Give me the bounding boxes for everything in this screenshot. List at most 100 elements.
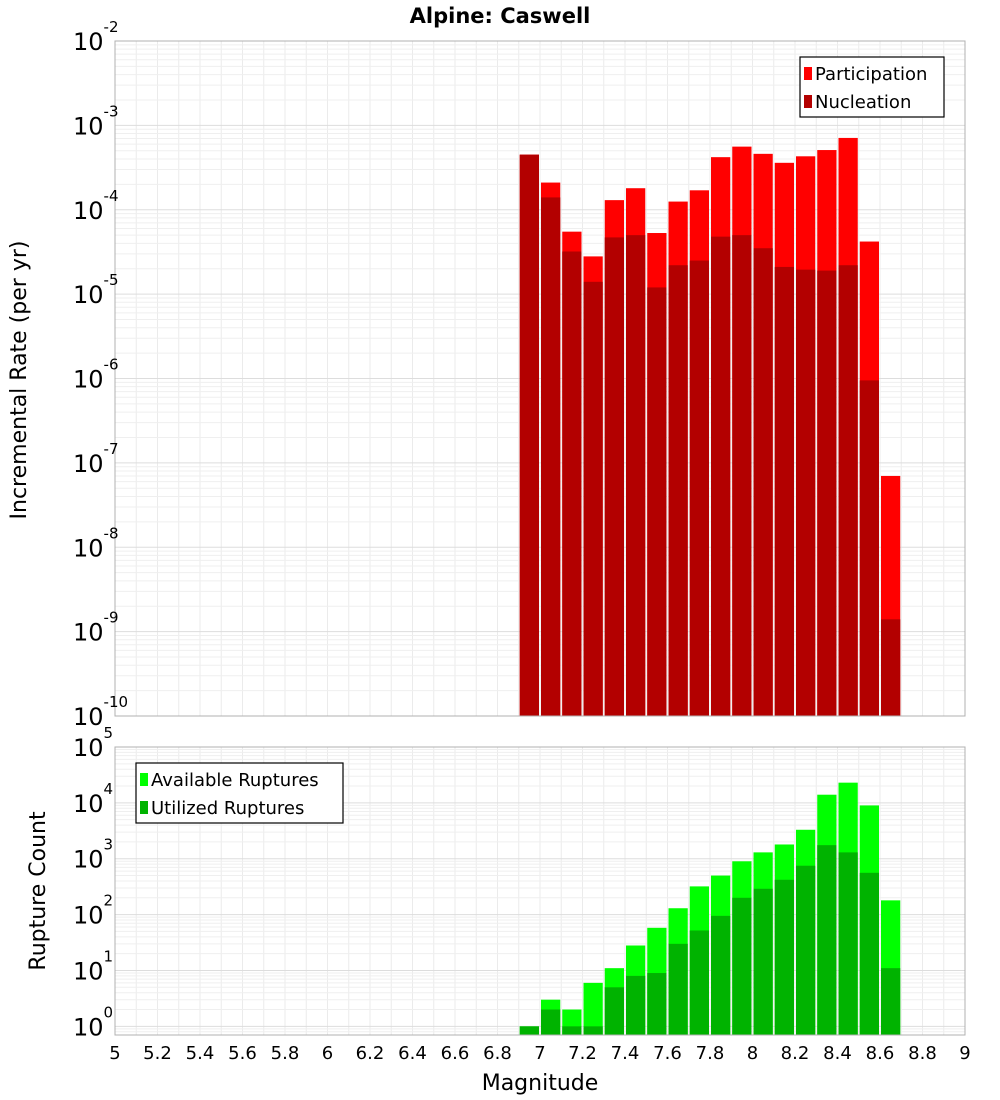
count-bar-secondary (583, 1026, 603, 1035)
rate-bar-secondary (753, 248, 773, 717)
count-x-tick-label: 7 (534, 1043, 545, 1064)
rate-bar-secondary (817, 270, 837, 716)
count-legend-swatch (140, 801, 148, 814)
count-x-tick-label: 5.2 (143, 1043, 172, 1064)
rate-bar-secondary (838, 265, 858, 716)
rate-bar-secondary (647, 287, 667, 716)
count-x-tick-label: 8.2 (781, 1043, 810, 1064)
count-y-tick-label: 101 (73, 947, 113, 985)
count-bar-secondary (732, 897, 752, 1035)
count-x-tick-label: 8.8 (908, 1043, 937, 1064)
count-x-tick-label: 7.2 (568, 1043, 597, 1064)
rate-bar-secondary (668, 265, 688, 716)
count-bar-secondary (626, 975, 646, 1035)
rate-bar-secondary (859, 380, 879, 716)
rate-legend-box (799, 56, 945, 118)
rate-bar-secondary (519, 154, 539, 716)
count-bar-secondary (817, 845, 837, 1035)
count-x-tick-label: 9 (959, 1043, 970, 1064)
count-legend-swatch (140, 773, 148, 786)
count-x-tick-label: 6.8 (483, 1043, 512, 1064)
count-bar-secondary (541, 1009, 561, 1035)
rate-bar-secondary (562, 251, 582, 716)
count-plot-frame (114, 746, 966, 1036)
count-bar-secondary (859, 872, 879, 1035)
count-y-tick-label: 102 (73, 892, 113, 930)
count-bar-primary (583, 982, 603, 1035)
rate-bar-secondary (774, 266, 794, 716)
rate-y-tick-label: 10-6 (73, 356, 119, 394)
rate-legend-swatch (804, 67, 812, 80)
rate-bar-secondary (604, 237, 624, 716)
count-x-tick-label: 6.2 (356, 1043, 385, 1064)
rate-bar-secondary (689, 260, 709, 716)
rate-bar-secondary (881, 619, 901, 716)
count-x-tick-label: 6 (322, 1043, 333, 1064)
rate-y-tick-label: 10-8 (73, 524, 119, 562)
count-y-ticks: 100 101 102 103 104 105 (73, 724, 113, 1041)
count-bars (519, 782, 901, 1035)
rate-legend: Participation Nucleation (799, 56, 945, 118)
rate-y-tick-label: 10-9 (73, 609, 119, 647)
rate-bar-secondary (583, 281, 603, 716)
count-y-tick-label: 104 (73, 780, 113, 818)
count-legend-label: Available Ruptures (151, 770, 319, 791)
top-y-axis-label: Incremental Rate (per yr) (7, 241, 32, 520)
rate-legend-label: Nucleation (815, 92, 911, 113)
count-bar-secondary (711, 915, 731, 1035)
count-panel: 100 101 102 103 104 105 5 5.2 5.4 5.6 5.8 6 6.2 6.4 6.… (73, 724, 971, 1064)
rate-y-ticks: 10-10 10-9 10-8 10-7 10-6 10-5 10-4 10-3 10-2 (73, 18, 128, 731)
count-x-tick-label: 5.6 (228, 1043, 257, 1064)
count-bar-secondary (774, 879, 794, 1035)
count-bar-secondary (796, 865, 816, 1035)
count-bar-secondary (689, 930, 709, 1035)
rate-y-tick-label: 10-7 (73, 440, 119, 478)
count-y-tick-label: 103 (73, 836, 113, 874)
rate-y-tick-label: 10-10 (73, 693, 128, 731)
rate-y-tick-label: 10-4 (73, 187, 119, 225)
x-axis-label: Magnitude (482, 1071, 599, 1096)
rate-legend-swatch (804, 95, 812, 108)
bottom-y-axis-label: Rupture Count (26, 811, 51, 971)
chart-title: Alpine: Caswell (410, 4, 591, 28)
count-x-tick-label: 5.8 (271, 1043, 300, 1064)
rate-y-tick-label: 10-2 (73, 18, 119, 56)
count-bar-secondary (668, 943, 688, 1035)
count-bar-secondary (881, 968, 901, 1035)
count-x-tick-label: 8.6 (866, 1043, 895, 1064)
rate-plot-frame (114, 40, 966, 717)
count-x-tick-label: 7.4 (611, 1043, 640, 1064)
count-x-tick-label: 5.4 (186, 1043, 215, 1064)
rate-bar-secondary (796, 269, 816, 716)
count-x-tick-label: 6.6 (441, 1043, 470, 1064)
count-y-tick-label: 105 (73, 724, 113, 762)
rate-bar-secondary (732, 235, 752, 716)
rate-bar-secondary (541, 197, 561, 717)
count-bar-secondary (753, 888, 773, 1035)
rate-panel: 10-10 10-9 10-8 10-7 10-6 10-5 10-4 10-3 10-2 Par… (73, 18, 966, 731)
rate-y-tick-label: 10-3 (73, 102, 119, 140)
count-x-ticks: 5 5.2 5.4 5.6 5.8 6 6.2 6.4 6.6 6.8 7 7.2 7.4 7.6 7.8 8… (109, 1043, 970, 1064)
count-x-tick-label: 5 (109, 1043, 120, 1064)
rate-bar-secondary (711, 236, 731, 716)
count-bar-secondary (604, 987, 624, 1035)
count-x-tick-label: 7.8 (696, 1043, 725, 1064)
count-x-tick-label: 8.4 (823, 1043, 852, 1064)
rate-legend-label: Participation (815, 64, 927, 85)
rate-y-tick-label: 10-5 (73, 271, 119, 309)
count-bar-secondary (562, 1026, 582, 1035)
count-bar-secondary (838, 852, 858, 1035)
count-x-tick-label: 7.6 (653, 1043, 682, 1064)
count-legend-label: Utilized Ruptures (151, 798, 304, 819)
count-bar-secondary (647, 973, 667, 1035)
count-bar-secondary (519, 1026, 539, 1035)
count-y-tick-label: 100 (73, 1003, 113, 1041)
rate-bar-secondary (626, 235, 646, 716)
count-legend: Available Ruptures Utilized Ruptures (135, 762, 344, 824)
count-legend-box (135, 762, 344, 824)
rate-bars (519, 137, 901, 717)
count-x-tick-label: 6.4 (398, 1043, 427, 1064)
count-x-tick-label: 8 (747, 1043, 758, 1064)
rate-grid (114, 41, 966, 717)
